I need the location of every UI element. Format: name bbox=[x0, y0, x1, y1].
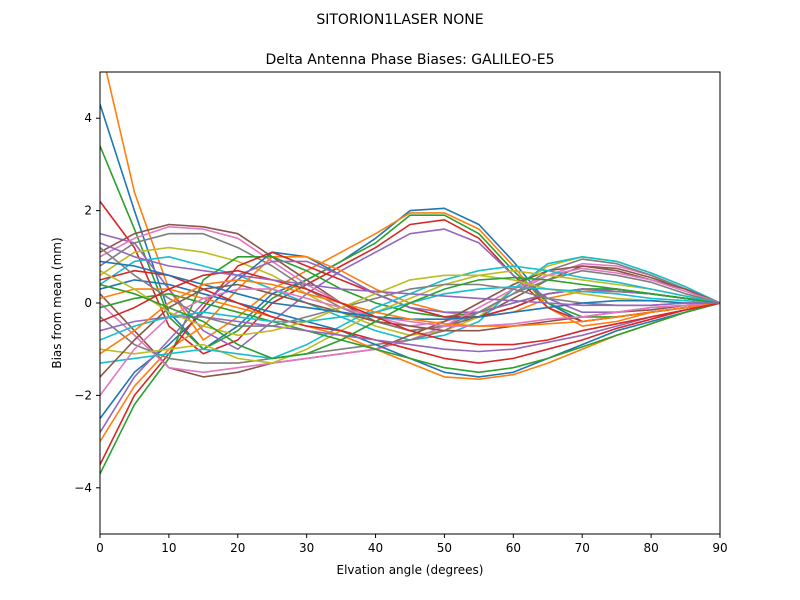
y-axis: −4 −2 0 2 4 bbox=[74, 111, 100, 495]
x-tick-label: 50 bbox=[437, 541, 452, 555]
series-line-18 bbox=[100, 269, 720, 364]
series-line-16 bbox=[100, 265, 720, 378]
series-line-35 bbox=[100, 242, 720, 307]
x-tick-label: 10 bbox=[161, 541, 176, 555]
series-lines bbox=[100, 72, 720, 475]
figure-suptitle: SITORION1LASER NONE bbox=[316, 12, 483, 28]
series-line-33 bbox=[100, 276, 720, 360]
series-line-19 bbox=[100, 269, 720, 364]
x-tick-label: 60 bbox=[506, 541, 521, 555]
x-tick-label: 0 bbox=[96, 541, 104, 555]
series-line-34 bbox=[100, 269, 720, 346]
y-tick-label: 0 bbox=[84, 296, 92, 310]
x-axis: 0 10 20 30 40 50 60 70 80 90 bbox=[96, 534, 728, 555]
x-tick-label: 80 bbox=[643, 541, 658, 555]
x-tick-label: 90 bbox=[712, 541, 727, 555]
x-axis-label: Elvation angle (degrees) bbox=[337, 563, 484, 577]
y-axis-label: Bias from mean (mm) bbox=[50, 237, 64, 368]
series-line-32 bbox=[100, 279, 720, 355]
series-line-29 bbox=[100, 269, 720, 337]
y-tick-label: 2 bbox=[84, 204, 92, 218]
y-tick-label: −4 bbox=[74, 481, 92, 495]
x-tick-label: 30 bbox=[299, 541, 314, 555]
series-line-27 bbox=[100, 288, 720, 396]
x-tick-label: 20 bbox=[230, 541, 245, 555]
y-tick-label: −2 bbox=[74, 388, 92, 402]
x-tick-label: 70 bbox=[575, 541, 590, 555]
chart-title: Delta Antenna Phase Biases: GALILEO-E5 bbox=[265, 52, 554, 68]
series-line-23 bbox=[100, 292, 720, 374]
x-tick-label: 40 bbox=[368, 541, 383, 555]
series-line-2 bbox=[105, 72, 720, 341]
y-tick-label: 4 bbox=[84, 111, 92, 125]
